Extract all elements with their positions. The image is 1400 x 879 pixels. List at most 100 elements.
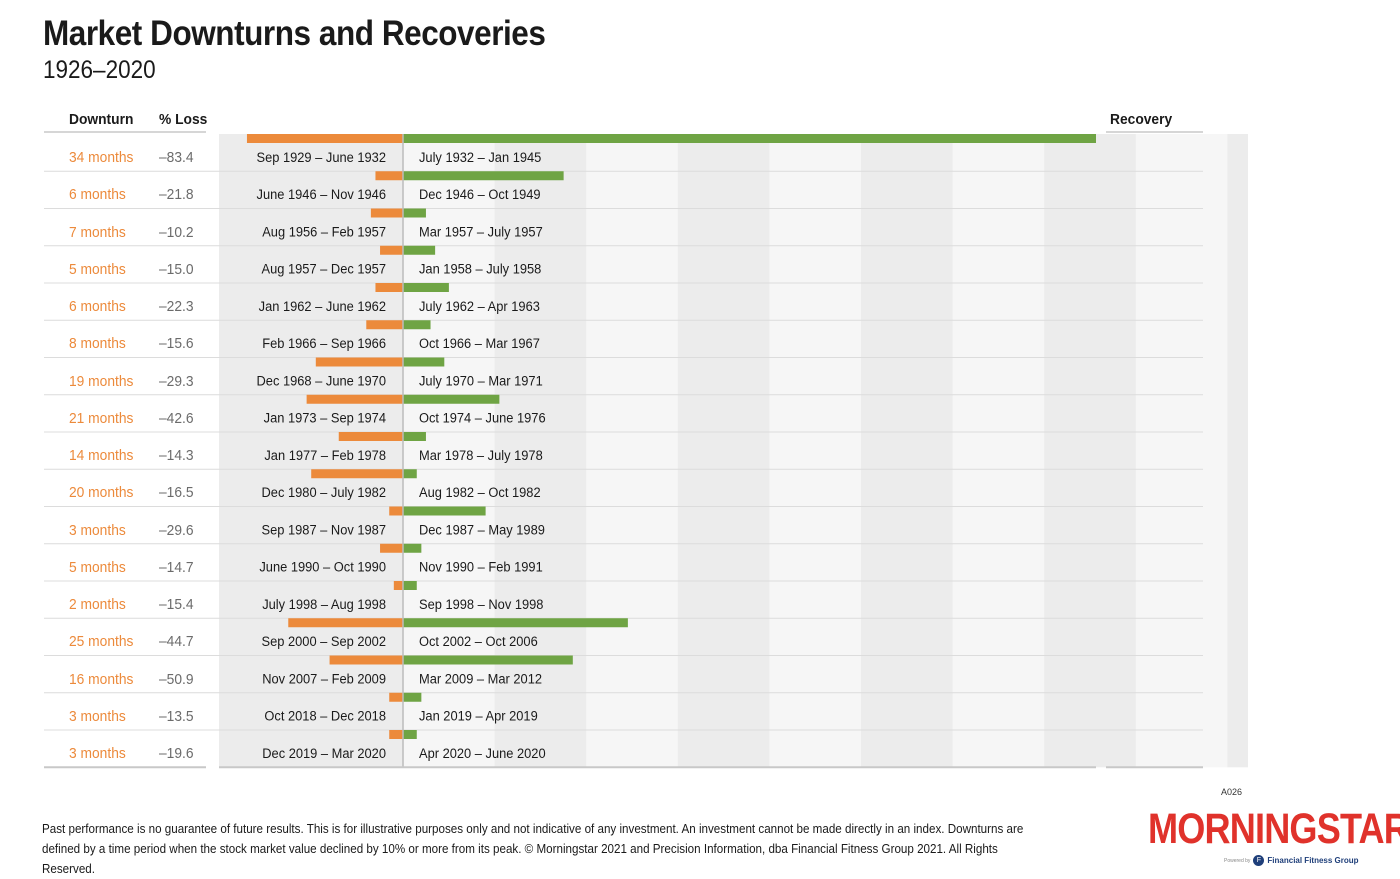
recovery-bar <box>403 506 486 516</box>
percent-loss: –19.6 <box>159 745 194 762</box>
recovery-bar <box>403 581 417 590</box>
downturn-duration: 20 months <box>69 484 134 502</box>
downturn-duration: 6 months <box>69 186 126 204</box>
recovery-bar <box>403 692 422 702</box>
percent-loss: –29.6 <box>159 521 194 539</box>
recovery-period-label: Jan 1958 – July 1958 <box>419 261 541 277</box>
downturn-bar <box>306 394 403 404</box>
downturn-period-label: Sep 2000 – Sep 2002 <box>262 634 386 650</box>
downturn-period-label: Jan 1973 – Sep 1974 <box>264 410 387 426</box>
recovery-period-label: Nov 1990 – Feb 1991 <box>419 559 543 575</box>
downturn-bar <box>393 581 403 590</box>
downturn-period-label: Dec 1980 – July 1982 <box>262 485 386 501</box>
recovery-bar <box>403 730 417 739</box>
recovery-period-label: July 1970 – Mar 1971 <box>419 373 543 389</box>
downturn-column-header: Downturn <box>69 111 134 128</box>
downturn-bar <box>338 432 403 441</box>
downturn-bar <box>329 655 403 665</box>
recovery-period-label: July 1962 – Apr 1963 <box>419 299 540 315</box>
downturn-duration: 8 months <box>69 335 126 353</box>
downturn-duration: 14 months <box>69 447 134 464</box>
page-title: Market Downturns and Recoveries <box>43 14 546 53</box>
recovery-bar <box>403 543 422 553</box>
downturn-duration: 3 months <box>69 521 126 539</box>
recovery-period-label: Mar 1978 – July 1978 <box>419 448 543 464</box>
downturn-bar <box>389 730 403 739</box>
downturn-bar <box>246 134 403 143</box>
downturn-period-label: Sep 1929 – June 1932 <box>256 150 386 166</box>
recovery-period-label: Dec 1987 – May 1989 <box>419 522 545 538</box>
ffg-name: Financial Fitness Group <box>1267 856 1359 865</box>
recovery-period-label: Mar 2009 – Mar 2012 <box>419 671 542 687</box>
percent-loss: –83.4 <box>159 149 194 166</box>
powered-by-label: Powered by <box>1224 857 1251 864</box>
percent-loss: –21.8 <box>159 186 194 204</box>
downturn-duration: 2 months <box>69 596 126 613</box>
downturn-period-label: Jan 1977 – Feb 1978 <box>264 448 386 464</box>
downturn-period-label: Dec 1968 – June 1970 <box>257 373 386 389</box>
downturn-duration: 21 months <box>69 409 134 427</box>
downturn-bar <box>380 543 403 553</box>
percent-loss: –44.7 <box>159 633 194 651</box>
recovery-bar <box>403 394 500 404</box>
downturn-duration: 7 months <box>69 223 126 241</box>
ffg-credit: Powered by F Financial Fitness Group <box>1224 855 1359 866</box>
recovery-bar <box>403 357 445 367</box>
recovery-bar <box>403 432 426 441</box>
recovery-period-label: Apr 2020 – June 2020 <box>419 746 546 762</box>
morningstar-logo: MORNINGSTAR <box>1148 805 1400 853</box>
downturn-period-label: Aug 1956 – Feb 1957 <box>262 224 386 240</box>
downturn-duration: 6 months <box>69 298 126 315</box>
recovery-bar <box>403 320 431 330</box>
downturn-period-label: Aug 1957 – Dec 1957 <box>262 261 386 277</box>
downturn-bar <box>375 171 403 181</box>
recovery-period-label: Dec 1946 – Oct 1949 <box>419 187 541 203</box>
percent-loss: –50.9 <box>159 670 194 688</box>
downturn-bar <box>288 618 403 628</box>
downturn-period-label: Oct 2018 – Dec 2018 <box>264 708 386 724</box>
downturn-period-label: Nov 2007 – Feb 2009 <box>262 671 386 687</box>
ffg-logo-icon: F <box>1253 855 1265 866</box>
downturn-duration: 3 months <box>69 745 126 762</box>
recovery-period-label: Oct 2002 – Oct 2006 <box>419 634 538 650</box>
downturn-bar <box>311 469 403 479</box>
recovery-period-label: Oct 1974 – June 1976 <box>419 410 546 426</box>
recovery-period-label: Jan 2019 – Apr 2019 <box>419 708 538 724</box>
recovery-bar <box>403 171 564 181</box>
recovery-period-label: July 1932 – Jan 1945 <box>419 150 541 166</box>
percent-loss: –29.3 <box>159 372 194 390</box>
downturn-duration: 5 months <box>69 260 126 278</box>
percent-loss: –42.6 <box>159 409 194 427</box>
percent-loss: –16.5 <box>159 484 194 502</box>
downturn-duration: 3 months <box>69 707 126 725</box>
recovery-band <box>1044 134 1136 768</box>
downturn-bar <box>315 357 403 367</box>
recovery-period-label: Sep 1998 – Nov 1998 <box>419 597 543 613</box>
downturn-bar <box>366 320 403 330</box>
recovery-band <box>677 134 770 768</box>
page-subtitle: 1926–2020 <box>43 56 156 84</box>
downturn-bar <box>380 245 403 255</box>
recovery-bar <box>403 283 449 292</box>
recovery-bar <box>403 469 417 479</box>
percent-loss: –14.7 <box>159 558 194 576</box>
downturn-period-label: Sep 1987 – Nov 1987 <box>262 522 386 538</box>
recovery-period-label: Oct 1966 – Mar 1967 <box>419 336 540 352</box>
downturn-duration: 5 months <box>69 558 126 576</box>
downturn-period-label: Feb 1966 – Sep 1966 <box>262 336 386 352</box>
percent-loss: –15.4 <box>159 596 194 613</box>
recovery-column-header: Recovery <box>1110 111 1173 128</box>
downturn-bar <box>370 208 403 218</box>
recovery-band <box>1227 134 1248 768</box>
recovery-bar <box>403 134 1096 143</box>
recovery-bar <box>403 655 573 665</box>
downturn-bar <box>375 283 403 292</box>
recovery-bar <box>403 208 426 218</box>
downturn-duration: 16 months <box>69 670 134 688</box>
percent-loss: –10.2 <box>159 223 194 241</box>
downturn-period-label: Dec 2019 – Mar 2020 <box>262 746 386 762</box>
percent-loss: –14.3 <box>159 447 194 464</box>
loss-column-header: % Loss <box>159 111 208 128</box>
downturn-period-label: June 1990 – Oct 1990 <box>259 559 386 575</box>
downturn-bar <box>389 692 403 702</box>
